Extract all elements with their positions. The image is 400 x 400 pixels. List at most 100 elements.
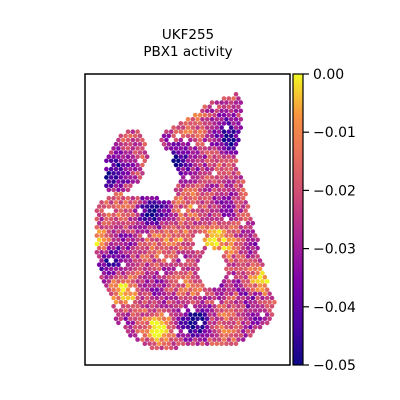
spot (231, 287, 236, 293)
spot (123, 166, 128, 172)
spot (255, 304, 260, 309)
spot (224, 324, 229, 330)
spot (144, 195, 150, 201)
spot (209, 208, 215, 213)
spot (125, 237, 131, 243)
spot (202, 171, 208, 176)
spot (204, 117, 210, 122)
spot (144, 329, 150, 334)
spot (188, 146, 193, 151)
spot (224, 166, 229, 172)
spot (156, 208, 162, 213)
spot (202, 312, 208, 317)
spot (118, 308, 124, 313)
spot (118, 316, 124, 322)
spot (118, 225, 124, 230)
spot (140, 262, 145, 268)
spot (140, 154, 145, 159)
spot (128, 208, 133, 213)
spot (216, 179, 222, 184)
spot (120, 220, 126, 226)
spot (257, 258, 263, 263)
spot (152, 200, 157, 205)
spot (108, 250, 114, 255)
spot (149, 312, 155, 317)
spot (252, 324, 258, 330)
spot (135, 204, 140, 209)
spot (171, 274, 176, 280)
spot (190, 208, 196, 213)
spot (164, 345, 169, 351)
spot (183, 295, 188, 301)
spot (96, 254, 102, 259)
spot (192, 254, 198, 259)
spot (147, 324, 152, 330)
spot (140, 195, 145, 201)
spot (209, 100, 215, 105)
spot (142, 308, 148, 313)
spot (147, 225, 152, 230)
spot (236, 229, 241, 234)
spot (245, 245, 251, 251)
spot (219, 125, 224, 130)
spot (144, 312, 150, 317)
spot (212, 337, 217, 342)
spot (192, 146, 198, 151)
spot (116, 229, 121, 234)
spot (204, 324, 210, 330)
spot (212, 204, 217, 209)
spot (154, 195, 160, 201)
spot (236, 320, 241, 326)
spot (197, 287, 203, 293)
spot (183, 179, 188, 184)
spot (197, 179, 203, 184)
spot (137, 258, 143, 263)
spot (120, 304, 126, 309)
spot (178, 187, 184, 193)
spot (226, 129, 232, 134)
spot (188, 162, 193, 168)
spot (233, 216, 239, 222)
spot (154, 212, 160, 218)
spot (185, 225, 191, 230)
spot (221, 337, 227, 342)
spot (171, 341, 176, 347)
spot (144, 262, 150, 268)
spot (101, 204, 107, 209)
spot (154, 295, 160, 301)
spot (99, 274, 104, 280)
spot (171, 291, 176, 297)
spot (152, 233, 157, 238)
spot (144, 220, 150, 226)
spot (104, 200, 109, 205)
spot (118, 266, 124, 272)
spot (178, 162, 184, 168)
spot (240, 295, 246, 301)
spot (152, 266, 157, 272)
spot (164, 320, 169, 326)
spot (219, 166, 224, 172)
spot (195, 333, 200, 338)
spot (255, 295, 260, 301)
spot (106, 187, 112, 193)
spot (228, 225, 234, 230)
spot (108, 166, 114, 172)
spot (262, 308, 268, 313)
spot (99, 241, 104, 247)
spot (130, 171, 136, 176)
spot (132, 225, 138, 230)
spot (183, 204, 188, 209)
spot (166, 208, 172, 213)
spot (120, 162, 126, 168)
spot (197, 220, 203, 226)
spot (221, 137, 227, 143)
spot (224, 233, 229, 238)
spot (154, 337, 160, 342)
spot (132, 333, 138, 338)
spot (212, 121, 217, 126)
spot (209, 133, 215, 139)
spot (152, 258, 157, 263)
spot (171, 283, 176, 288)
spot (250, 279, 256, 284)
spot (204, 233, 210, 238)
